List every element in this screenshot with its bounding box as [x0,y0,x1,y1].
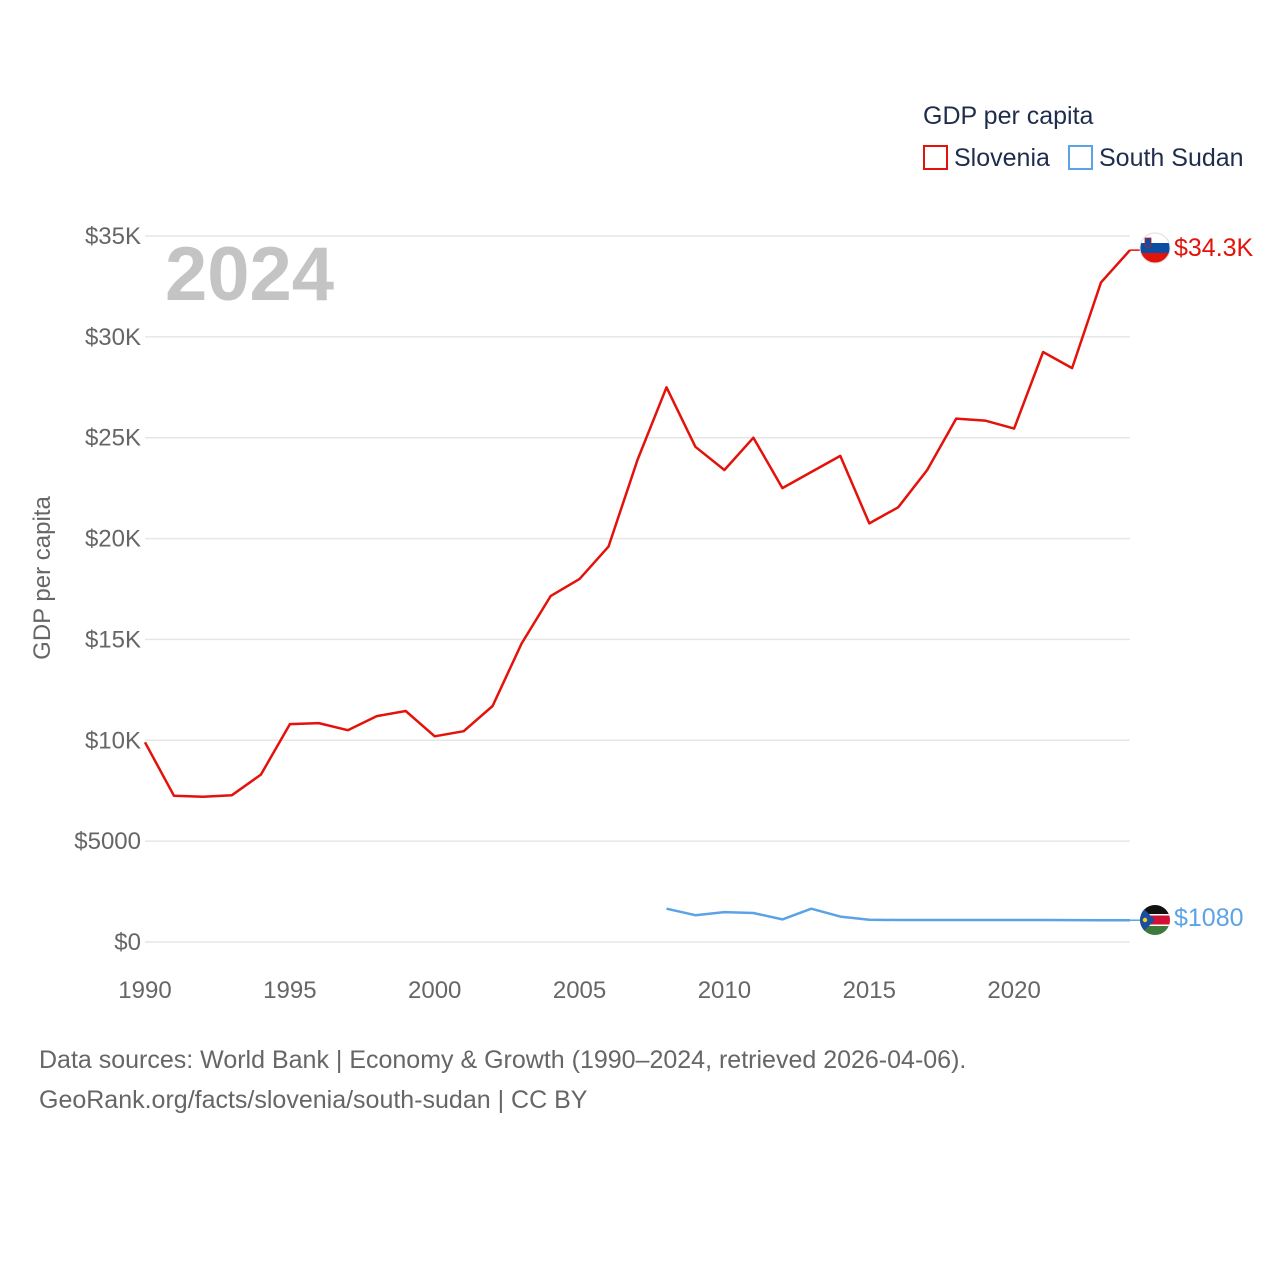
legend-title: GDP per capita [923,102,1094,130]
x-tick-label: 2005 [553,977,606,1004]
x-tick-label: 2000 [408,977,461,1004]
series-line-slovenia[interactable] [143,249,1131,799]
source-url[interactable]: GeoRank.org/facts/slovenia/south-sudan |… [39,1086,588,1114]
legend-label-slovenia[interactable]: Slovenia [954,144,1050,172]
y-tick-label: $35K [85,223,141,250]
x-axis-ticks: 1990 1995 2000 2005 2010 2015 2020 [118,977,1041,1004]
y-tick-label: $15K [85,626,141,653]
x-tick-label: 2010 [698,977,751,1004]
current-year-label: 2024 [165,232,334,317]
south-sudan-flag-icon [1140,905,1170,935]
x-tick-label: 2020 [987,977,1040,1004]
legend: GDP per capita Slovenia South Sudan [923,102,1244,172]
legend-swatch-south-sudan[interactable] [1068,145,1093,170]
series-lines [143,249,1140,922]
slovenia-flag-icon [1139,232,1171,264]
y-axis-ticks: $0 $5000 $10K $15K $20K $25K $30K $35K [74,223,141,956]
x-tick-label: 2015 [843,977,896,1004]
south-sudan-end-value: $1080 [1174,904,1244,932]
grid-lines [145,235,1130,943]
x-tick-label: 1995 [263,977,316,1004]
y-axis-title: GDP per capita [29,496,56,660]
y-tick-label: $30K [85,324,141,351]
series-line-south-sudan[interactable] [666,907,1131,922]
y-tick-label: $0 [114,929,141,956]
legend-label-south-sudan[interactable]: South Sudan [1099,144,1244,172]
y-tick-label: $25K [85,425,141,452]
slovenia-end-value: $34.3K [1174,234,1254,262]
y-tick-label: $5000 [74,828,141,855]
source-text: Data sources: World Bank | Economy & Gro… [39,1046,966,1074]
x-tick-label: 1990 [118,977,171,1004]
legend-swatch-slovenia[interactable] [923,145,948,170]
y-tick-label: $20K [85,526,141,553]
y-tick-label: $10K [85,727,141,754]
